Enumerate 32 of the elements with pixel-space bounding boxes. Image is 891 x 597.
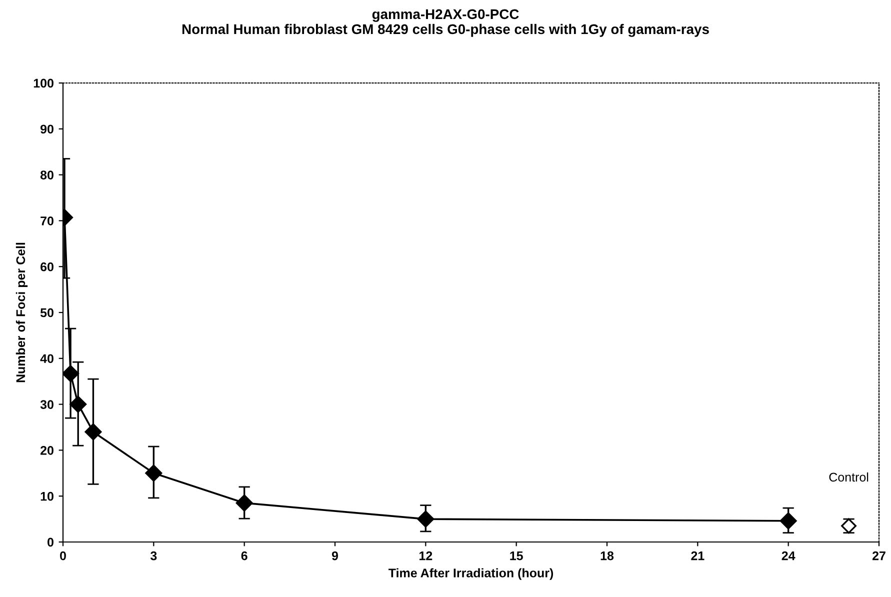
x-axis-title: Time After Irradiation (hour) bbox=[388, 568, 554, 580]
x-tick-label: 21 bbox=[691, 551, 704, 560]
y-tick-label: 90 bbox=[40, 124, 54, 134]
y-tick-label: 20 bbox=[40, 446, 54, 455]
x-tick-label: 27 bbox=[872, 551, 886, 560]
x-tick-label: 12 bbox=[420, 551, 432, 560]
x-tick-label: 0 bbox=[60, 551, 66, 560]
y-tick-label: 30 bbox=[40, 400, 54, 409]
point bbox=[70, 396, 87, 413]
chart-title: gamma-H2AX-G0-PCC Normal Human fibroblast GM 8429 cells G0-phase cells with 1Gy of gamam-rays bbox=[182, 9, 709, 37]
x-tick-label: 3 bbox=[150, 551, 157, 560]
point bbox=[236, 494, 253, 512]
point bbox=[780, 512, 797, 530]
y-tick-label: 50 bbox=[40, 308, 54, 318]
text: Control bbox=[829, 472, 868, 482]
point bbox=[417, 510, 434, 528]
y-tick-label: 10 bbox=[40, 492, 54, 501]
y-tick-label: 100 bbox=[34, 78, 54, 88]
x-tick-label: 15 bbox=[510, 551, 523, 560]
x-tick-label: 6 bbox=[241, 551, 248, 560]
point bbox=[84, 423, 102, 440]
y-axis-title: Number of Foci per Cell bbox=[16, 242, 28, 382]
point bbox=[63, 364, 80, 382]
y-tick-label: 80 bbox=[40, 170, 54, 180]
x-tick-label: 9 bbox=[332, 551, 338, 560]
point bbox=[145, 464, 162, 482]
x-tick-label: 24 bbox=[782, 551, 796, 560]
x-tick-label: 18 bbox=[600, 551, 614, 560]
y-tick-label: 40 bbox=[40, 354, 54, 364]
y-tick-label: 0 bbox=[48, 538, 54, 547]
y-tick-label: 70 bbox=[40, 216, 54, 226]
y-tick-label: 60 bbox=[40, 262, 54, 272]
